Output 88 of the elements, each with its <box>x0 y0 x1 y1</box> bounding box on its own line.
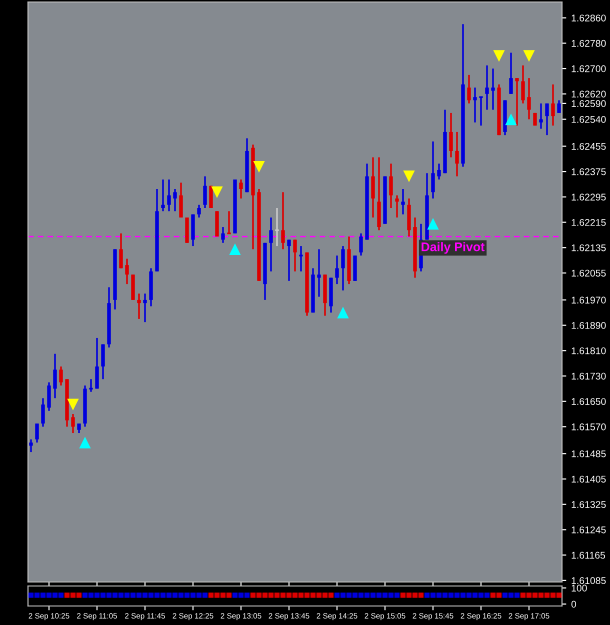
y-tick-label: 1.61890 <box>572 322 606 329</box>
candlestick <box>269 216 273 272</box>
candlestick <box>95 337 99 390</box>
candlestick <box>143 292 147 323</box>
candlestick <box>467 74 471 104</box>
candlestick <box>161 178 165 212</box>
candlestick <box>293 238 297 272</box>
candlestick <box>53 352 57 400</box>
point <box>523 50 535 62</box>
y-tick-label: 1.61485 <box>572 450 606 458</box>
candlestick <box>341 245 345 292</box>
y-tick-label: 1.61810 <box>572 347 606 354</box>
y-tick-label: 1.62135 <box>572 244 606 252</box>
point <box>79 436 91 448</box>
y-tick-label: 1.62780 <box>572 40 606 47</box>
y-tick-label: 100 <box>572 584 587 592</box>
candlestick <box>281 191 285 250</box>
candlestick <box>137 292 141 320</box>
point <box>505 113 517 126</box>
candlestick <box>71 413 75 434</box>
y-tick-label: 1.61650 <box>572 398 606 405</box>
candlestick <box>125 258 129 285</box>
candlestick <box>485 64 489 111</box>
candlestick <box>431 140 435 200</box>
ref-line-label: Daily Pivot <box>422 242 485 254</box>
candlestick <box>515 77 519 126</box>
candlestick <box>401 188 405 216</box>
y-tick-label: 1.62590 <box>572 100 606 108</box>
candlestick <box>359 232 363 256</box>
point <box>67 398 79 410</box>
y-tick-label: 1.61245 <box>572 526 606 534</box>
y-tick-label: 1.62620 <box>572 90 606 98</box>
candlestick <box>29 438 33 453</box>
candlestick <box>437 162 441 180</box>
point <box>403 170 415 182</box>
candlestick <box>197 204 201 218</box>
y-tick-label: 1.62455 <box>572 142 606 150</box>
candlestick <box>545 102 549 136</box>
candlestick <box>221 226 225 244</box>
candlestick <box>203 175 207 209</box>
y-tick-label: 1.61165 <box>572 552 606 559</box>
y-tick-label: 1.61405 <box>572 476 606 483</box>
candlestick <box>521 64 525 104</box>
candlestick <box>35 422 39 444</box>
point <box>337 306 349 318</box>
candlestick <box>47 381 51 412</box>
point <box>229 243 241 256</box>
y-tick-label: 0 <box>571 600 576 608</box>
candlestick <box>395 194 399 218</box>
candlestick <box>317 248 321 298</box>
candlestick <box>509 52 513 95</box>
y-tick-label: 1.61970 <box>572 296 606 304</box>
candlestick <box>449 112 453 158</box>
y-tick-label: 1.61085 <box>572 577 606 584</box>
point <box>211 186 223 198</box>
candlestick <box>557 99 561 114</box>
candlestick <box>173 188 177 212</box>
candlestick <box>527 77 531 120</box>
candlestick <box>179 182 183 218</box>
candlestick <box>539 102 543 130</box>
y-tick-label: 1.62700 <box>572 65 606 72</box>
point <box>253 161 265 173</box>
candlestick <box>335 254 339 285</box>
candlestick <box>119 232 123 270</box>
y-tick-label: 1.61325 <box>572 501 606 508</box>
y-tick-label: 1.62215 <box>572 219 606 226</box>
candlestick <box>167 178 171 212</box>
candlestick <box>287 238 291 282</box>
candlestick <box>491 68 495 111</box>
candlestick <box>551 84 555 126</box>
candlestick <box>371 156 375 218</box>
y-tick-label: 1.62860 <box>572 14 606 22</box>
candlestick <box>473 86 477 124</box>
y-tick-label: 1.61570 <box>572 423 606 430</box>
candlestick <box>455 131 459 178</box>
y-tick-label: 1.62295 <box>572 194 606 201</box>
candlestick <box>59 366 63 386</box>
candlestick <box>101 343 105 380</box>
candlestick <box>77 422 81 434</box>
y-tick-label: 1.62540 <box>572 116 606 123</box>
y-tick-label: 1.62375 <box>572 168 606 176</box>
point <box>493 50 505 62</box>
point <box>427 218 439 230</box>
candlestick <box>239 178 243 200</box>
candlestick <box>41 397 45 428</box>
y-tick-label: 1.62055 <box>572 270 606 277</box>
y-tick-label: 1.61730 <box>572 372 606 380</box>
candlestick <box>389 162 393 209</box>
